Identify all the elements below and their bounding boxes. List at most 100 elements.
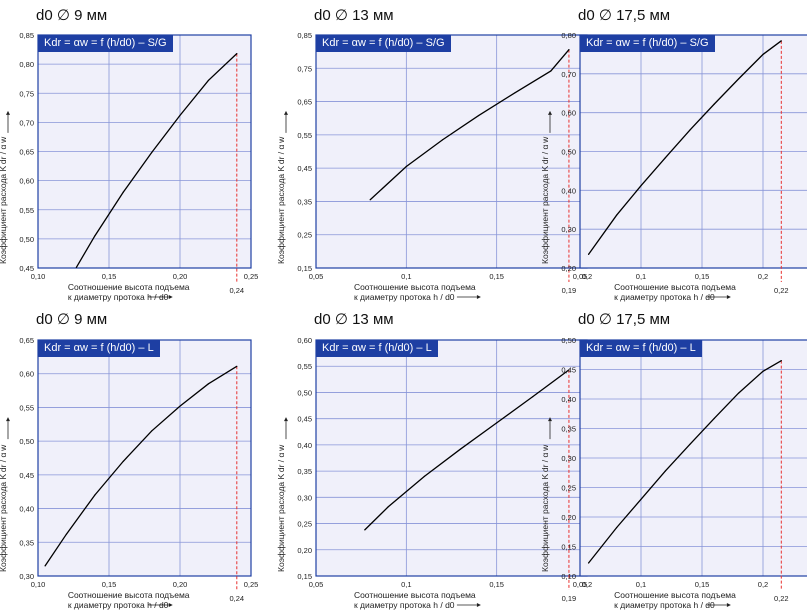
- data-point: [179, 405, 181, 407]
- data-point: [762, 53, 764, 56]
- y-axis-arrowhead: [6, 417, 10, 422]
- data-point: [364, 529, 366, 531]
- data-point: [550, 70, 552, 72]
- y-tick-label: 0,65: [297, 98, 312, 107]
- x-axis-label-line: к диаметру протока h / d0: [614, 292, 715, 302]
- chart-title: Kdr = αw = f (h/d0) – S/G: [316, 35, 451, 52]
- y-tick-label: 0,80: [561, 31, 576, 40]
- chart-title: Kdr = αw = f (h/d0) – L: [38, 340, 160, 357]
- chart-subtitle: d0 ∅ 9 мм: [36, 311, 108, 328]
- y-axis-label: Коэффициент расхода K dr / α w: [540, 444, 550, 572]
- y-tick-label: 0,50: [19, 437, 34, 446]
- x-tick-label: 0,05: [309, 272, 324, 281]
- x-axis-label: Соотношение высота подъема к диаметру про…: [614, 590, 736, 610]
- x-axis-label-line: к диаметру протока h / d0: [67, 292, 169, 302]
- chart-subtitle: d0 ∅ 17,5 мм: [578, 311, 671, 328]
- x-axis-label-line: Соотношение высота подъема: [353, 590, 476, 600]
- y-tick-label: 0,55: [297, 362, 312, 371]
- data-point: [459, 448, 462, 450]
- data-point: [75, 266, 77, 269]
- x-tick-label: 0,1: [401, 272, 411, 281]
- y-tick-label: 0,30: [19, 572, 34, 581]
- y-tick-label: 0,55: [19, 206, 34, 215]
- y-tick-label: 0,35: [297, 197, 312, 206]
- x-tick-label: 0,15: [695, 580, 710, 589]
- y-tick-label: 0,45: [297, 164, 312, 173]
- data-point: [94, 494, 96, 496]
- data-point: [689, 129, 691, 131]
- chart-panel-4: d0 ∅ 9 мм 0,30 0,35 0,40 0,45 0,50 0,55 0,60 0,6…: [0, 304, 268, 610]
- y-axis-label: Коэффициент расхода K dr / α w: [0, 445, 8, 572]
- y-tick-label: 0,50: [561, 148, 576, 157]
- x-axis-label-line: Соотношение высота подъема: [67, 282, 190, 292]
- y-axis-label: Коэффициент расхода K dr / α w: [276, 136, 286, 264]
- x-axis-label-line: к диаметру протока h / d0: [67, 600, 169, 610]
- data-point: [780, 40, 782, 42]
- x-axis-label-line: к диаметру протока h / d0: [353, 600, 455, 610]
- chart-title: Kdr = αw = f (h/d0) – S/G: [580, 35, 715, 52]
- chart-panel-1: d0 ∅ 9 мм 0,45 0,50 0,55 0,60 0,65 0,70 0,75 0,8…: [0, 0, 268, 302]
- chart-subtitle: d0 ∅ 17,5 мм: [578, 7, 671, 24]
- data-point: [122, 191, 124, 193]
- data-point: [713, 417, 715, 420]
- data-point: [496, 422, 498, 424]
- x-tick-label: 0,2: [758, 580, 768, 589]
- chart-panel-3: d0 ∅ 17,5 мм 0,20 0,30 0,40 0,50 0,60 0,70 0,80…: [535, 0, 807, 302]
- y-tick-label: 0,20: [561, 264, 576, 273]
- x-tick-label: 0,2: [758, 272, 768, 281]
- data-point: [423, 475, 425, 477]
- y-tick-label: 0,35: [19, 538, 34, 547]
- chart-svg: 0,30 0,35 0,40 0,45 0,50 0,55 0,60 0,65 0,10 0,15…: [6, 336, 258, 607]
- y-tick-label: 0,25: [297, 231, 312, 240]
- y-tick-label: 0,40: [561, 186, 576, 195]
- data-point: [568, 49, 570, 51]
- x-tick-label: 0,15: [695, 272, 710, 281]
- y-tick-label: 0,75: [19, 89, 34, 98]
- x-tick-label: 0,1: [636, 580, 646, 589]
- y-tick-label: 0,40: [19, 505, 34, 514]
- reference-label: 0,24: [229, 594, 244, 603]
- x-tick-label: 0,05: [573, 272, 588, 281]
- y-axis-arrowhead: [284, 110, 288, 115]
- x-tick-label: 0,10: [31, 580, 46, 589]
- x-tick-label: 0,25: [244, 272, 259, 281]
- data-point: [664, 157, 666, 159]
- x-tick-label: 0,15: [102, 580, 117, 589]
- x-tick-label: 0,2: [582, 272, 592, 281]
- chart-svg: 0,10 0,15 0,20 0,25 0,30 0,35 0,40 0,45 0,50 0,05…: [548, 336, 807, 607]
- y-tick-label: 0,65: [19, 148, 34, 157]
- y-tick-label: 0,30: [561, 454, 576, 463]
- x-axis-label-line: Соотношение высота подъема: [614, 282, 736, 292]
- y-tick-label: 0,45: [19, 471, 34, 480]
- chart-panel-6: d0 ∅ 17,5 мм 0,10 0,15 0,20 0,25 0,30 0,35 0,40…: [535, 304, 807, 610]
- chart-title: Kdr = αw = f (h/d0) – L: [316, 340, 438, 357]
- y-tick-label: 0,20: [297, 546, 312, 555]
- y-tick-label: 0,50: [561, 336, 576, 345]
- y-axis-arrowhead: [284, 417, 288, 422]
- chart-title: Kdr = αw = f (h/d0) – S/G: [38, 35, 173, 52]
- y-tick-label: 0,55: [297, 131, 312, 140]
- reference-label: 0,19: [562, 286, 577, 295]
- x-axis-arrowhead: [476, 295, 481, 299]
- plot-area: [316, 340, 587, 576]
- y-tick-label: 0,15: [561, 543, 576, 552]
- x-axis-arrowhead: [168, 603, 173, 607]
- data-point: [664, 470, 666, 472]
- x-axis-arrowhead: [476, 603, 481, 607]
- data-point: [762, 370, 764, 372]
- y-tick-label: 0,35: [561, 425, 576, 434]
- chart-title: Kdr = αw = f (h/d0) – L: [580, 340, 702, 357]
- y-tick-label: 0,70: [19, 118, 34, 127]
- y-tick-label: 0,45: [19, 264, 34, 273]
- data-point: [689, 443, 691, 446]
- x-axis-label-line: Соотношение высота подъема: [67, 590, 190, 600]
- y-tick-label: 0,15: [297, 572, 312, 581]
- y-tick-label: 0,75: [297, 64, 312, 73]
- x-axis-arrowhead: [726, 603, 731, 607]
- data-point: [369, 199, 371, 201]
- data-point: [616, 214, 618, 216]
- x-tick-label: 0,1: [636, 272, 646, 281]
- x-tick-label: 0,2: [582, 580, 592, 589]
- data-point: [640, 498, 642, 500]
- x-axis-label: Соотношение высота подъема к диаметру про…: [614, 282, 736, 302]
